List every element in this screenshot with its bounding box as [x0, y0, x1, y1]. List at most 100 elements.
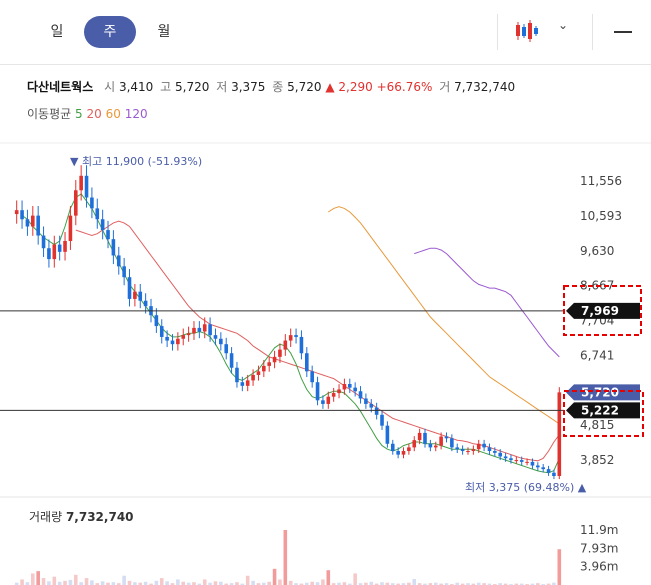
ma120-legend[interactable]: 120 [124, 107, 148, 121]
volume-bar [111, 582, 116, 585]
volume-bar [390, 583, 395, 585]
candlestick-icon[interactable] [514, 20, 540, 46]
open-label: 시 [104, 80, 116, 94]
candle-body [530, 461, 535, 466]
tab-weekly[interactable]: 주 [84, 16, 136, 48]
volume-label: 거 [439, 80, 451, 94]
volume-bar [181, 581, 186, 585]
ma5-legend[interactable]: 5 [75, 107, 83, 121]
candle-body [305, 353, 309, 372]
candle-body [208, 324, 212, 336]
volume-bar [498, 583, 503, 585]
candle-body [374, 407, 379, 415]
candle-body [407, 447, 411, 452]
candle-body [79, 175, 83, 191]
volume-bar [256, 583, 261, 585]
volume-bar [530, 583, 535, 585]
candle-body [503, 456, 508, 459]
candle-body [111, 239, 116, 256]
volume-bar [154, 580, 159, 585]
candle-body [460, 449, 465, 452]
ma60-legend[interactable]: 60 [105, 107, 121, 121]
toolbar-divider [497, 14, 498, 50]
candle-body [519, 460, 524, 462]
volume-bar [374, 583, 379, 585]
candle-body [525, 461, 529, 463]
candle-body [36, 215, 40, 236]
candle-body [106, 230, 110, 240]
volume-bar [305, 582, 309, 585]
volume-bar [63, 580, 67, 585]
volume-bar [116, 583, 121, 585]
volume-bar [546, 583, 551, 585]
volume-bar [245, 575, 250, 585]
volume-bar [503, 583, 508, 585]
volume-bar [213, 581, 218, 585]
candle-body [25, 219, 30, 227]
volume-bar [439, 583, 443, 585]
volume-bar [487, 583, 492, 585]
menu-icon[interactable] [614, 31, 632, 33]
candle-body [390, 443, 395, 452]
y-tick-label: 4,815 [580, 418, 614, 432]
price-tag [566, 384, 640, 401]
candle-body [229, 353, 234, 368]
volume-bar [514, 583, 519, 585]
candle-body [471, 449, 476, 452]
candle-body [310, 371, 314, 383]
candle-body [240, 382, 245, 386]
moving-average-legend: 이동평균 5 20 60 120 [27, 105, 148, 122]
volume-bar [417, 583, 422, 585]
volume-bar [369, 581, 374, 585]
close-value: 5,720 [287, 80, 322, 94]
candle-body [466, 451, 470, 453]
candle-body [487, 447, 492, 452]
candle-body [57, 244, 62, 252]
candle-body [116, 255, 121, 267]
candle-body [353, 387, 357, 392]
ma-label: 이동평균 [27, 107, 72, 121]
candle-body [288, 335, 293, 341]
volume-bar [321, 579, 325, 585]
candle-body [546, 469, 551, 473]
volume-bar [133, 582, 137, 585]
tab-daily[interactable]: 일 [50, 24, 64, 40]
highlight-box [563, 285, 642, 336]
candle-body [122, 266, 126, 278]
y-tick-label: 3,852 [580, 453, 614, 467]
volume-bar [278, 579, 282, 585]
volume-bar [25, 582, 30, 585]
volume-bar [31, 573, 35, 585]
candle-body [401, 451, 406, 455]
candle-body [423, 432, 427, 444]
stock-name: 다산네트웍스 [27, 80, 94, 94]
candle-body [552, 472, 556, 477]
volume-bar [331, 583, 336, 585]
ma20-legend[interactable]: 20 [86, 107, 102, 121]
volume-bar [192, 582, 196, 585]
chevron-down-icon[interactable]: ⌄ [558, 18, 569, 32]
volume-bar [267, 581, 271, 585]
volume-bar [407, 582, 411, 585]
change-value: ▲ 2,290 [325, 80, 373, 94]
candle-body [143, 300, 148, 307]
candle-body [219, 338, 223, 345]
volume-bar [385, 582, 390, 585]
volume-bar [455, 582, 460, 585]
candle-body [536, 465, 540, 468]
volume-bar [176, 579, 180, 585]
ma120-line [414, 247, 560, 358]
candle-body [380, 414, 384, 426]
close-label: 종 [272, 80, 284, 94]
volume-bar [342, 582, 347, 585]
y-tick-label: 11,556 [580, 174, 622, 188]
candle-body [202, 324, 207, 332]
volume-bar [149, 583, 153, 585]
candle-body [197, 327, 202, 332]
candle-body [256, 371, 261, 375]
tab-monthly[interactable]: 월 [157, 24, 171, 40]
volume-bar [251, 580, 255, 585]
y-tick-label: 10,593 [580, 209, 622, 223]
candle-body [541, 467, 545, 470]
